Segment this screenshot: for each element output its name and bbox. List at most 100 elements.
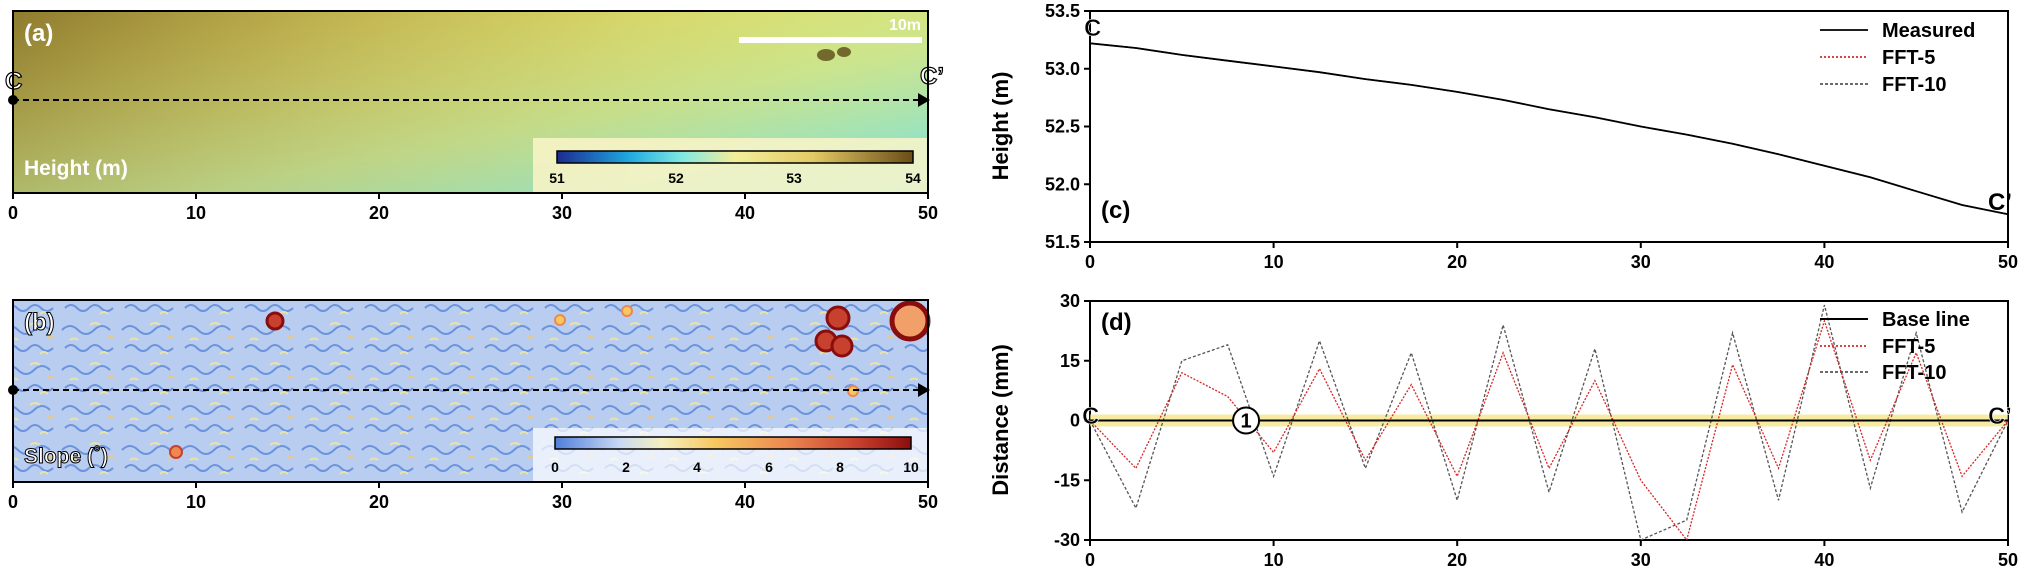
height-colorbar — [556, 150, 914, 164]
profile-marker: 1 — [1232, 406, 1261, 435]
panel-b-frame — [12, 299, 929, 483]
legend-label-fft5: FFT-5 — [1882, 47, 1935, 69]
x-tick-label: 30 — [1631, 550, 1651, 570]
profile-arrow-head — [918, 383, 930, 397]
x-tick-label: 20 — [1447, 252, 1467, 272]
panel-d-y-axis-label: Distance (mm) — [988, 344, 1013, 496]
x-tick-label: 50 — [1998, 550, 2018, 570]
x-tick-label: 0 — [8, 492, 18, 512]
legend-label-fft10: FFT-10 — [1882, 362, 1946, 384]
slope-colorbar-tick: 6 — [765, 459, 773, 475]
y-tick-label: 30 — [1060, 291, 1080, 311]
profile-start-label: C — [1082, 403, 1099, 430]
panel-d-legend: Base line FFT-5 FFT-10 — [1820, 309, 1970, 384]
slope-colorbar-tick: 2 — [622, 459, 630, 475]
y-tick-label: 53.0 — [1045, 59, 1080, 79]
height-colorbar-tick: 52 — [668, 170, 684, 186]
height-colorbar-title: Height (m) — [24, 157, 128, 180]
x-tick-label: 50 — [918, 203, 938, 223]
slope-hotspot — [889, 300, 931, 342]
panel-d-axes: 0 10 20 30 40 50 -30 -15 0 15 30 — [1054, 291, 2018, 570]
x-tick-label: 50 — [918, 492, 938, 512]
panel-a-x-axis: 0 10 20 30 40 50 — [8, 193, 938, 223]
fft5-series-line — [1090, 318, 2008, 540]
y-tick-label: 52.5 — [1045, 117, 1080, 137]
slope-hotspots — [169, 300, 931, 459]
plot-frame — [1089, 10, 2009, 243]
y-tick-label: -30 — [1054, 530, 1080, 550]
slope-hotspot — [830, 334, 854, 358]
fft5-series-line — [1090, 42, 2008, 216]
panel-b: 0 2 4 6 8 10 (b) Slope (˚) 0 10 20 30 40 50 — [8, 299, 938, 512]
panel-d-letter: (d) — [1101, 309, 1132, 336]
y-tick-label: -15 — [1054, 470, 1080, 490]
x-tick-label: 40 — [1814, 550, 1834, 570]
panel-a-letter: (a) — [24, 20, 53, 47]
legend-label-measured: Measured — [1882, 20, 1975, 42]
profile-end-label: C’ — [1988, 189, 2012, 216]
x-tick-label: 30 — [1631, 252, 1651, 272]
profile-arrow-head — [918, 93, 930, 107]
height-colorbar-background — [533, 138, 928, 193]
height-colorbar-tick: 54 — [905, 170, 921, 186]
x-tick-label: 40 — [1814, 252, 1834, 272]
x-tick-label: 0 — [8, 203, 18, 223]
slope-colorbar-tick: 4 — [693, 459, 701, 475]
slope-hotspot — [554, 314, 566, 326]
x-tick-label: 10 — [186, 203, 206, 223]
panel-c-y-axis-label: Height (m) — [988, 72, 1013, 181]
panel-c-legend: Measured FFT-5 FFT-10 — [1820, 20, 1975, 96]
height-map-dark-spot — [837, 47, 851, 57]
slope-colorbar-tick: 10 — [903, 459, 919, 475]
panel-c-letter: (c) — [1101, 197, 1130, 224]
height-colorbar-tick: 51 — [549, 170, 565, 186]
x-tick-label: 40 — [735, 492, 755, 512]
y-tick-label: 53.5 — [1045, 1, 1080, 21]
x-tick-label: 0 — [1085, 550, 1095, 570]
y-tick-label: 52.0 — [1045, 174, 1080, 194]
profile-end-label: C’ — [1988, 403, 2012, 430]
panel-c: 0 10 20 30 40 50 51.5 52.0 52.5 53.0 53.5 (c) C C’… — [988, 1, 2018, 272]
slope-colorbar-background — [533, 428, 928, 482]
x-tick-label: 10 — [1264, 550, 1284, 570]
slope-colorbar-title: Slope (˚) — [24, 445, 108, 468]
legend-label-baseline: Base line — [1882, 309, 1970, 331]
slope-colorbar — [554, 436, 912, 450]
y-tick-label: 0 — [1070, 411, 1080, 431]
slope-colorbar-tick: 0 — [551, 459, 559, 475]
slope-colorbar-tick: 8 — [836, 459, 844, 475]
slope-hotspot — [265, 311, 285, 331]
legend-label-fft10: FFT-10 — [1882, 74, 1946, 96]
slope-hotspot — [825, 305, 851, 331]
panel-b-letter: (b) — [24, 309, 55, 336]
legend-label-fft5: FFT-5 — [1882, 336, 1935, 358]
profile-end-label: C’ — [920, 63, 944, 90]
fft10-series-line — [1090, 304, 2008, 540]
scale-bar-label: 10m — [889, 17, 921, 34]
x-tick-label: 50 — [1998, 252, 2018, 272]
panel-a-frame — [12, 10, 929, 194]
marker-circle — [1232, 406, 1261, 435]
height-map-dark-spot — [817, 49, 835, 61]
x-tick-label: 30 — [552, 203, 572, 223]
profile-start-label: C — [1084, 15, 1101, 42]
measured-series-line — [1090, 42, 2008, 216]
marker-label: 1 — [1240, 411, 1251, 433]
x-tick-label: 30 — [552, 492, 572, 512]
height-colorbar-tick: 53 — [786, 170, 802, 186]
x-tick-label: 0 — [1085, 252, 1095, 272]
x-tick-label: 20 — [1447, 550, 1467, 570]
x-tick-label: 20 — [369, 492, 389, 512]
panel-b-x-axis: 0 10 20 30 40 50 — [8, 482, 938, 512]
panel-d: 0 10 20 30 40 50 -30 -15 0 15 30 1 (d) C C’ Distan… — [988, 291, 2018, 570]
y-tick-label: 51.5 — [1045, 232, 1080, 252]
x-tick-label: 10 — [1264, 252, 1284, 272]
slope-colorbar-ticks: 0 2 4 6 8 10 — [551, 459, 919, 475]
y-tick-label: 15 — [1060, 351, 1080, 371]
slope-hotspot — [169, 445, 183, 459]
panel-a: 51 52 53 54 10m (a) Height (m) C C’ 0 10 2… — [4, 10, 945, 223]
slope-hotspot — [621, 305, 633, 317]
fft10-series-line — [1090, 42, 2008, 216]
panel-c-axes: 0 10 20 30 40 50 51.5 52.0 52.5 53.0 53.5 — [1045, 1, 2018, 272]
